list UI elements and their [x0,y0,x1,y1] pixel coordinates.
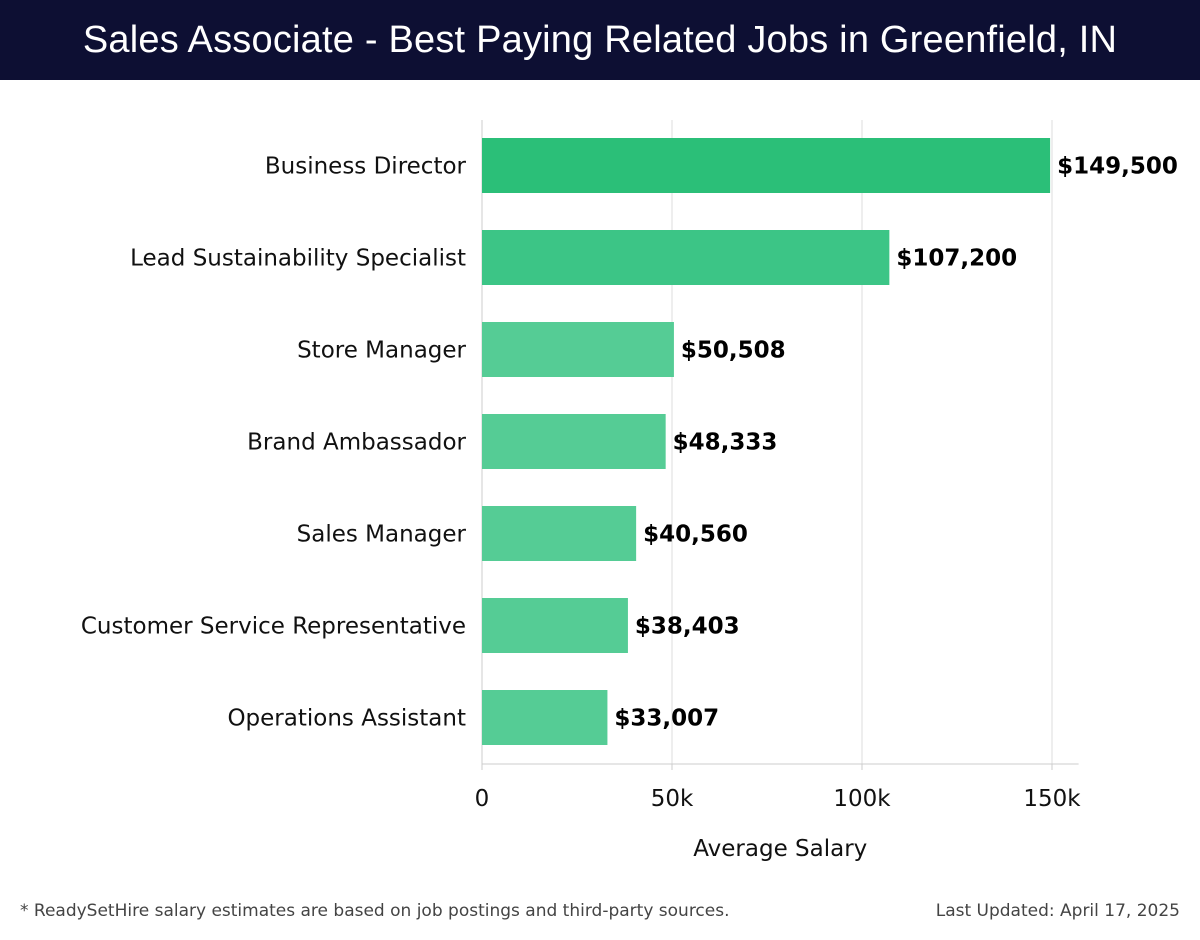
bar [482,230,890,285]
bar [482,506,637,561]
x-tick-label: 50k [651,786,694,812]
value-label: $40,560 [643,522,748,548]
last-updated: Last Updated: April 17, 2025 [935,901,1180,921]
category-label: Operations Assistant [227,706,466,732]
value-label: $38,403 [635,614,740,640]
bar [482,690,608,745]
bar [482,322,674,377]
value-label: $50,508 [681,338,786,364]
x-axis-title: Average Salary [693,836,867,862]
x-tick-label: 150k [1023,786,1081,812]
value-label: $48,333 [673,430,778,456]
x-tick-label: 0 [475,786,490,812]
chart-title: Sales Associate - Best Paying Related Jo… [82,18,1118,61]
footer-note: * ReadySetHire salary estimates are base… [20,901,730,921]
category-label: Business Director [265,154,467,180]
bar [482,138,1051,193]
value-label: $149,500 [1057,154,1178,180]
category-label: Store Manager [297,338,466,364]
bar [482,598,628,653]
category-label: Brand Ambassador [247,430,466,456]
category-label: Customer Service Representative [81,614,466,640]
category-label: Sales Manager [297,522,467,548]
category-label: Lead Sustainability Specialist [130,246,466,272]
value-label: $107,200 [896,246,1017,272]
value-label: $33,007 [614,706,719,732]
bar [482,414,666,469]
x-tick-label: 100k [833,786,891,812]
chart-header: Sales Associate - Best Paying Related Jo… [0,0,1200,80]
